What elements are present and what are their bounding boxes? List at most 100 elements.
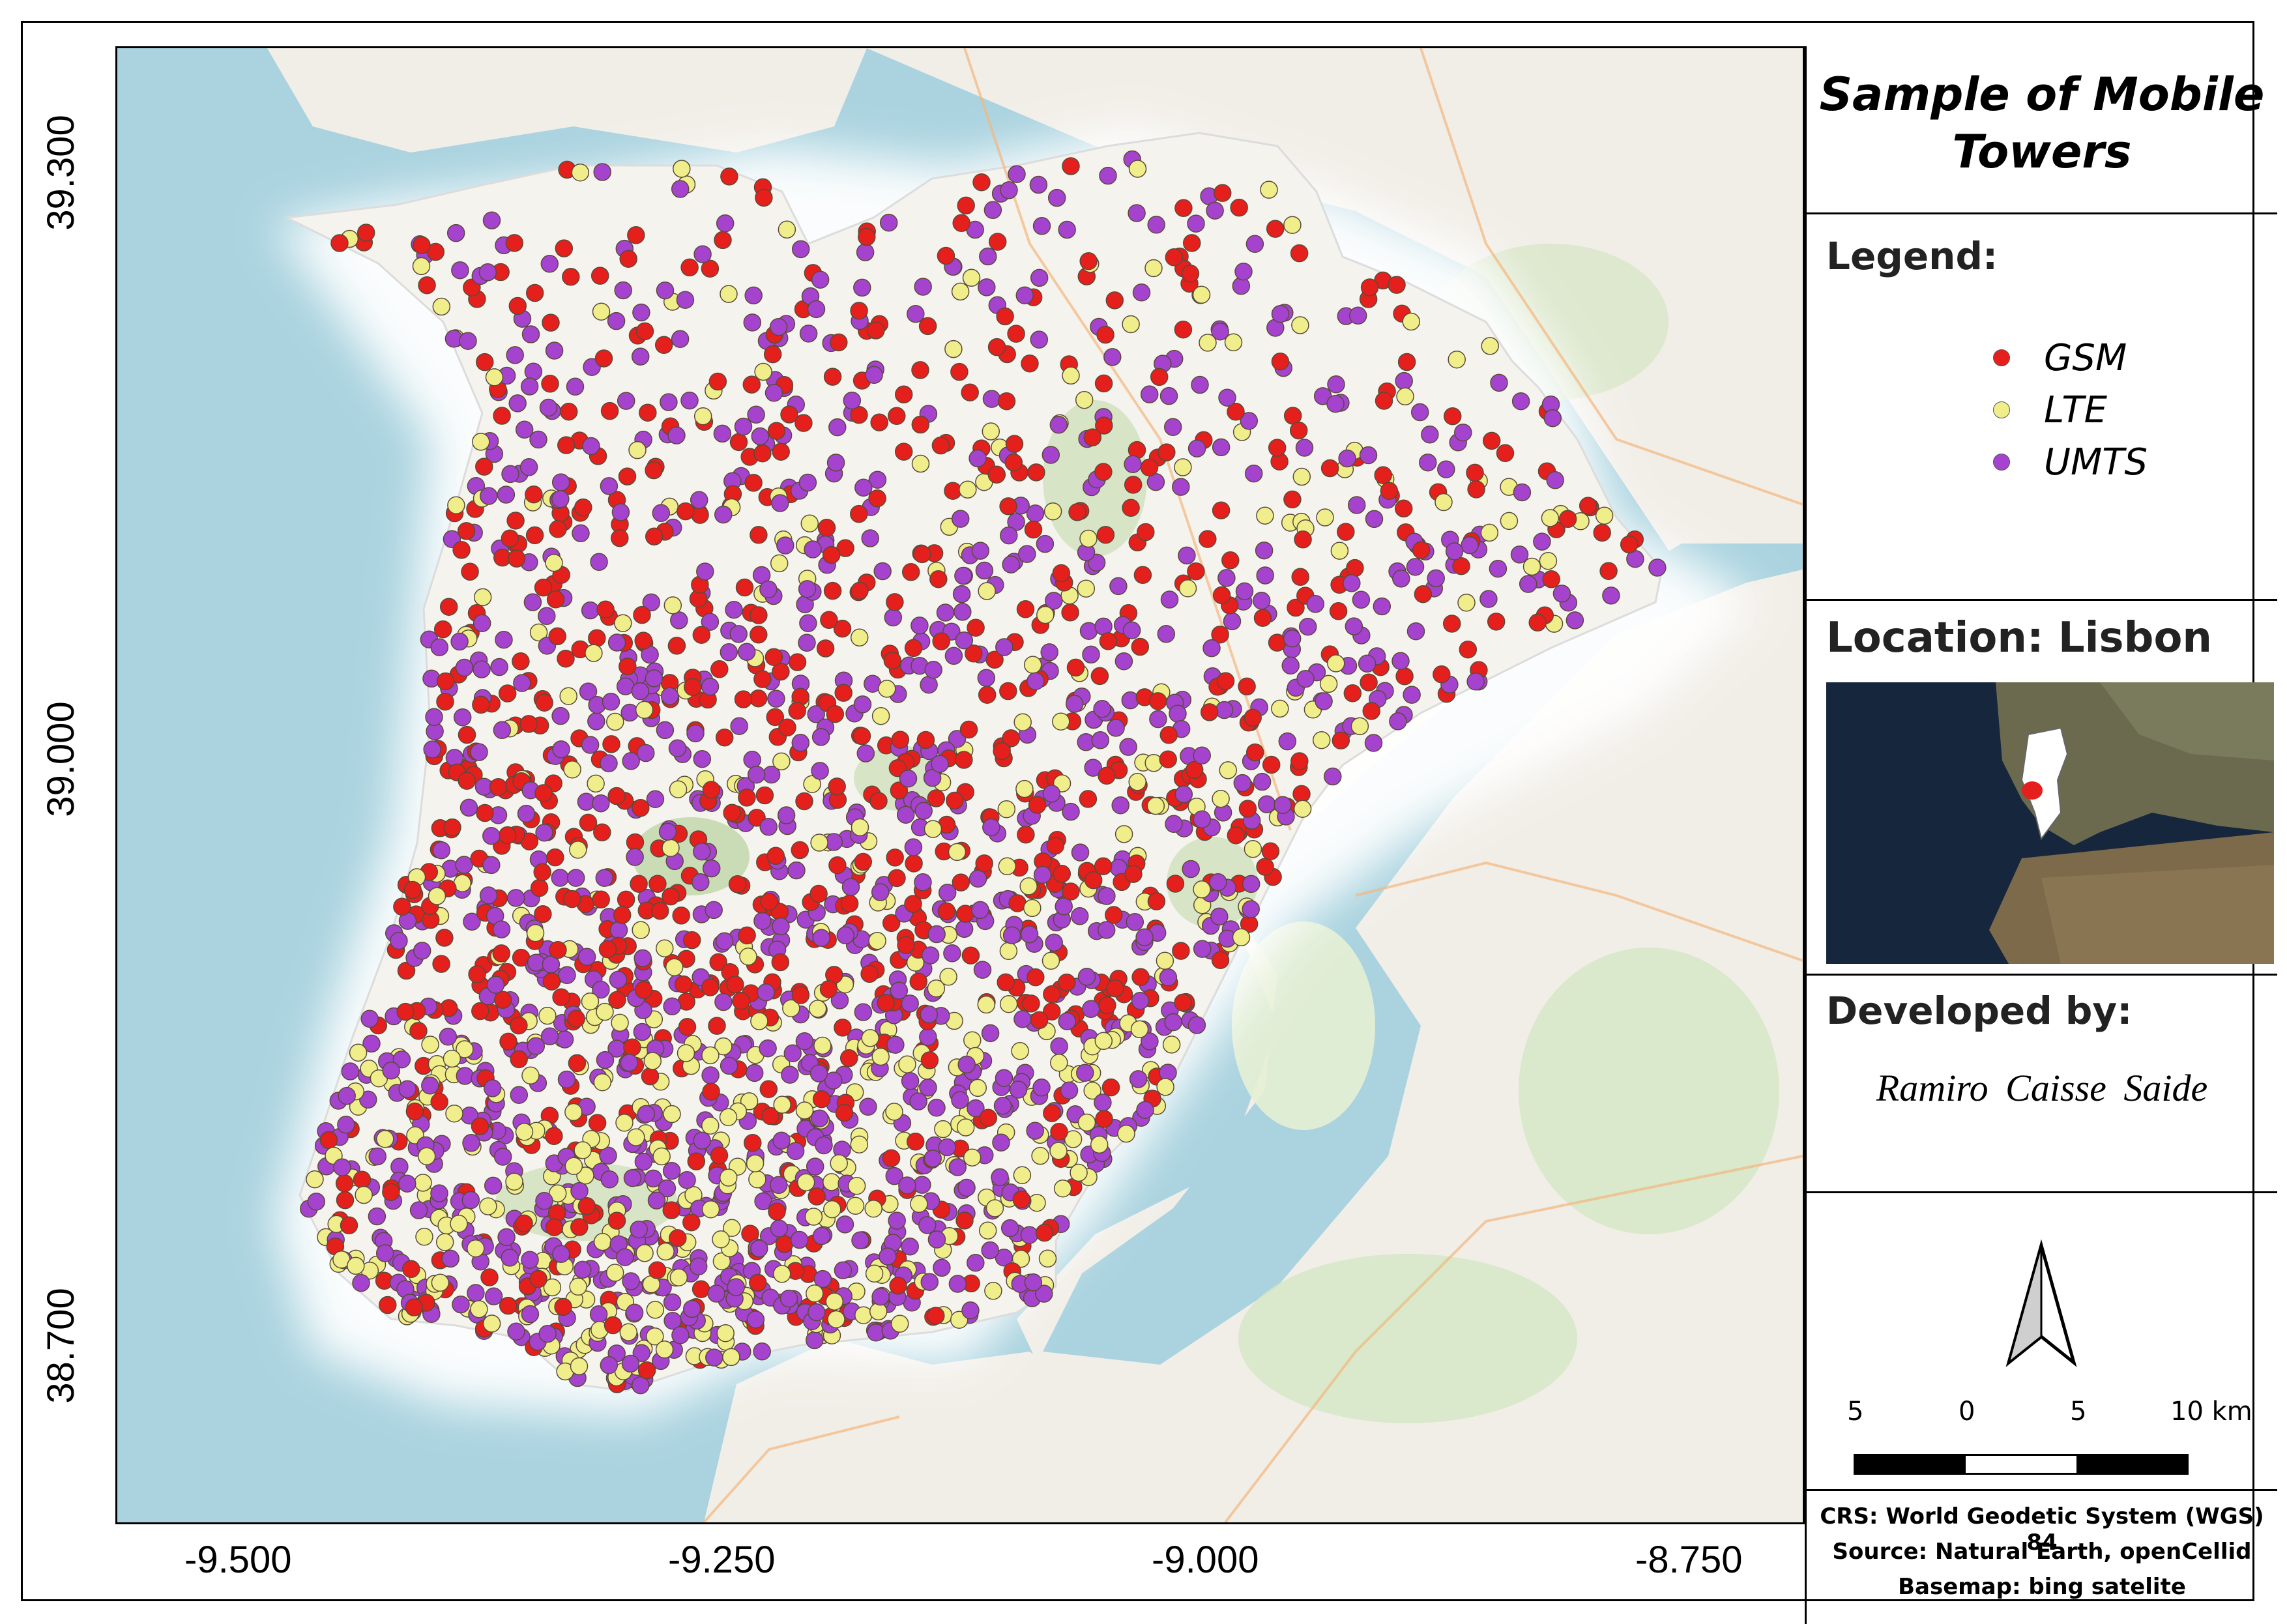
tower-point — [337, 1116, 355, 1134]
tower-point — [600, 401, 619, 420]
tower-point — [579, 813, 598, 832]
tower-point — [899, 769, 918, 788]
tower-point — [510, 1016, 528, 1035]
tower-point — [1017, 825, 1035, 844]
tower-point — [961, 1301, 980, 1320]
tower-point — [1227, 403, 1245, 421]
tower-point — [1082, 645, 1100, 664]
tower-point — [529, 430, 547, 449]
tower-point — [1119, 738, 1137, 756]
tower-point — [1079, 252, 1098, 270]
tower-point — [557, 1070, 576, 1089]
tower-point — [1326, 394, 1345, 413]
tower-point — [1077, 1113, 1096, 1132]
tower-point — [1147, 216, 1165, 234]
tower-point — [693, 1131, 711, 1150]
tower-point — [678, 1018, 697, 1036]
tower-point — [1373, 597, 1391, 616]
tower-point — [1296, 669, 1315, 688]
tower-point — [368, 1207, 386, 1226]
tower-point — [856, 243, 875, 261]
tower-point — [817, 519, 836, 537]
tower-point — [668, 739, 687, 757]
map-title: Sample of Mobile Towers — [1819, 68, 2265, 179]
tower-point — [582, 437, 600, 456]
tower-point — [1035, 1284, 1053, 1303]
tower-point — [357, 224, 375, 242]
tower-point — [979, 1109, 998, 1127]
tower-point — [952, 214, 970, 233]
tower-point — [873, 562, 892, 581]
tower-point — [1130, 1020, 1149, 1039]
tower-point — [1035, 1223, 1054, 1242]
tower-point — [594, 349, 613, 368]
main-map[interactable] — [115, 46, 1805, 1524]
tower-point — [870, 413, 888, 431]
tower-point — [482, 1314, 501, 1333]
tower-point — [772, 1131, 791, 1150]
y-tick-label: 39.300 — [40, 115, 82, 231]
tower-point — [909, 972, 928, 991]
tower-point — [1027, 672, 1045, 691]
tower-point — [459, 798, 478, 817]
tower-point — [896, 805, 915, 824]
tower-point — [1094, 374, 1113, 393]
tower-point — [552, 740, 570, 759]
tower-point — [1032, 1079, 1051, 1097]
tower-point — [1140, 385, 1159, 403]
tower-point — [982, 422, 1000, 441]
tower-point — [779, 1289, 798, 1308]
tower-point — [910, 1195, 928, 1213]
tower-point — [1027, 463, 1045, 482]
tower-point — [530, 878, 549, 897]
tower-point — [379, 1296, 397, 1314]
tower-point — [569, 1277, 587, 1296]
tower-point — [1599, 562, 1618, 580]
tower-point — [1008, 165, 1026, 183]
tower-point — [868, 471, 887, 489]
tower-point — [759, 818, 778, 836]
tower-point — [501, 465, 519, 484]
tower-point — [446, 224, 465, 242]
tower-point — [451, 261, 469, 280]
tower-point — [521, 1066, 540, 1085]
tower-point — [710, 1146, 729, 1165]
tower-point — [1050, 1122, 1068, 1141]
tower-point — [776, 536, 794, 555]
tower-point — [421, 1036, 439, 1054]
tower-point — [352, 1273, 370, 1292]
tower-point — [1290, 244, 1309, 263]
tower-point — [858, 227, 876, 246]
tower-point — [1013, 1166, 1032, 1185]
tower-point — [728, 875, 747, 893]
tower-point — [1193, 746, 1211, 765]
tower-point — [882, 1149, 901, 1167]
tower-point — [1223, 612, 1242, 631]
tower-point — [430, 638, 449, 656]
tower-point — [508, 394, 527, 413]
tower-point — [1172, 942, 1190, 960]
tower-point — [987, 338, 1006, 356]
tower-point — [1174, 785, 1193, 804]
tower-point — [808, 1187, 826, 1206]
tower-point — [1013, 1010, 1032, 1028]
tower-point — [482, 211, 501, 229]
tower-point — [1094, 1094, 1112, 1112]
tower-point — [417, 1147, 436, 1166]
tower-point — [587, 712, 605, 731]
location-heading: Location: Lisbon — [1826, 614, 2212, 662]
tower-point — [701, 1200, 720, 1219]
tower-point — [480, 1268, 499, 1286]
tower-point — [843, 391, 862, 410]
tower-point — [889, 1277, 907, 1295]
legend-box: Legend: GSM LTE UMTS — [1807, 214, 2277, 601]
tower-point — [665, 958, 684, 977]
tower-point — [993, 1097, 1012, 1115]
tower-point — [663, 997, 681, 1016]
tower-point — [1595, 506, 1614, 525]
tower-point — [1235, 582, 1254, 601]
tower-point — [674, 975, 693, 994]
tower-point — [617, 890, 635, 909]
tower-point — [1211, 951, 1230, 970]
tower-point — [708, 1017, 726, 1035]
